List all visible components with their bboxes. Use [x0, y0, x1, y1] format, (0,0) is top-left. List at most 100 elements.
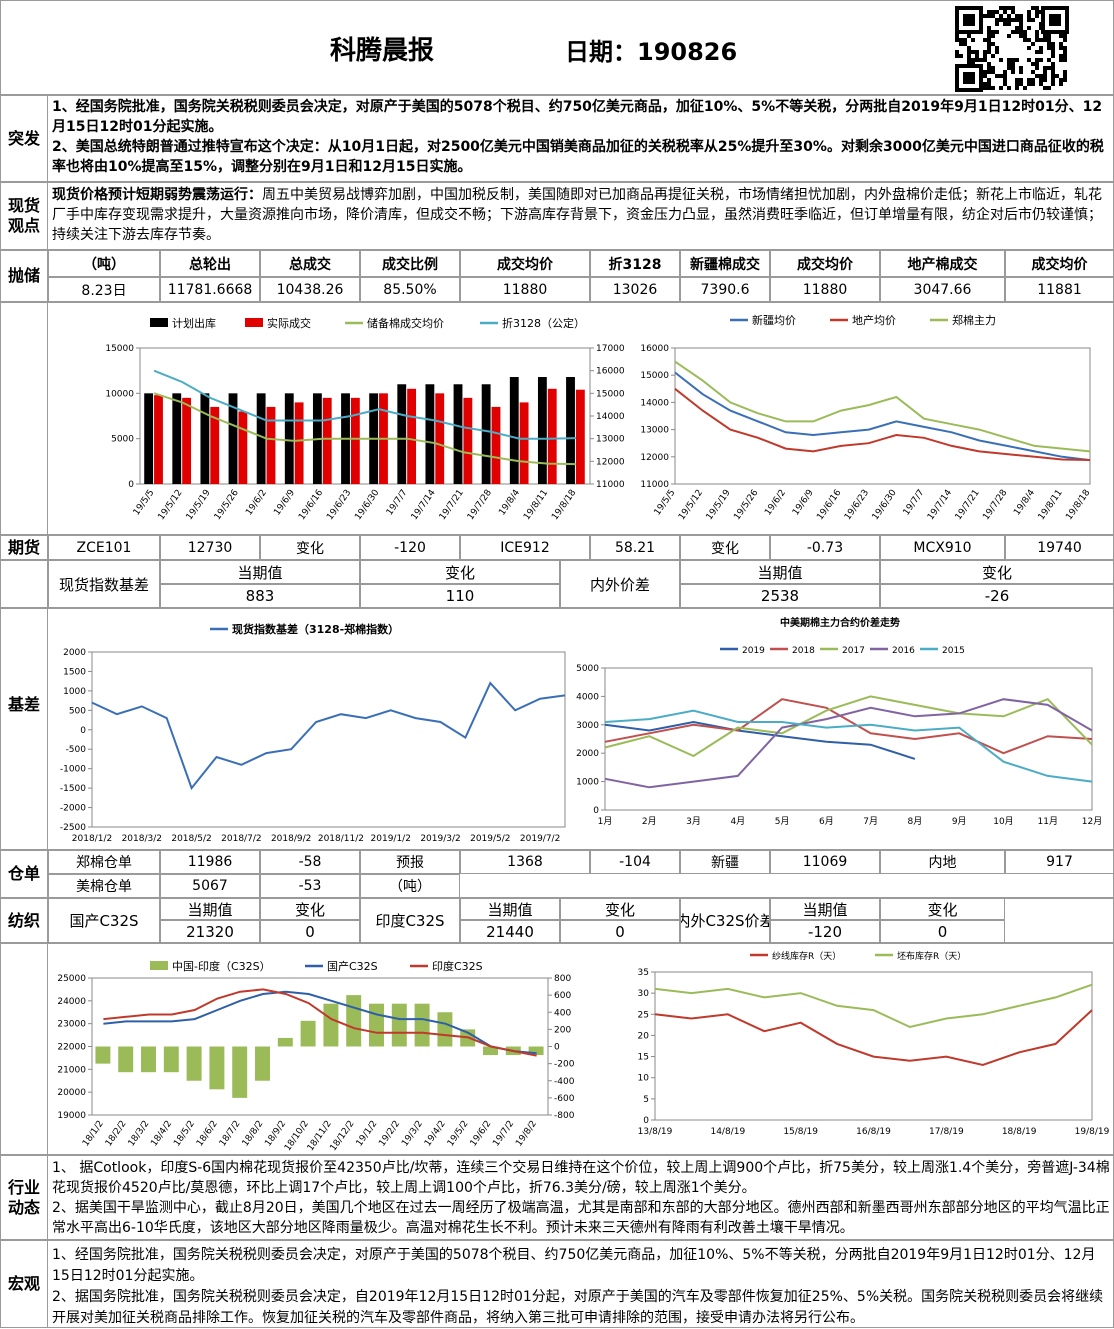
table-cell: 变化 — [360, 560, 560, 584]
qr-module — [987, 26, 991, 30]
bar — [483, 1046, 498, 1056]
x-tick-label: 2019/5/2 — [470, 834, 510, 844]
x-tick-label: 18/1/2 — [81, 1119, 106, 1148]
qr-module — [1051, 62, 1055, 66]
x-tick-label: 19/4/2 — [423, 1119, 448, 1148]
qr-module — [991, 86, 995, 90]
qr-module — [1003, 18, 1007, 22]
qr-module — [987, 34, 991, 38]
x-tick-label: 19/5/19 — [185, 488, 213, 522]
qr-module — [1039, 46, 1043, 50]
qr-module — [975, 58, 979, 62]
bar — [391, 1003, 407, 1047]
y-tick-label: 3000 — [576, 721, 599, 731]
series-line — [91, 681, 566, 791]
qr-module — [1027, 38, 1031, 42]
qr-module — [1015, 78, 1019, 82]
qr-module — [1031, 62, 1035, 66]
legend-label: 2018 — [792, 646, 815, 656]
qr-module — [1019, 78, 1023, 82]
x-tick-label: 19/5/19 — [705, 488, 733, 522]
qr-module — [1027, 58, 1031, 62]
qr-module — [983, 38, 987, 42]
qr-module — [975, 54, 979, 58]
x-tick-label: 19/6/9 — [791, 488, 816, 518]
qr-module — [1035, 74, 1039, 78]
y-tick-label: 5000 — [576, 664, 599, 674]
y-tick-label: 500 — [69, 706, 86, 716]
bar — [95, 1046, 111, 1064]
qr-module — [1019, 82, 1023, 86]
qr-module — [999, 6, 1003, 10]
x-tick-label: 18/6/2 — [195, 1119, 220, 1148]
qr-module — [1047, 86, 1051, 90]
bar — [182, 397, 192, 484]
qr-module — [955, 34, 959, 38]
y-tick-label: 24000 — [57, 997, 86, 1007]
legend-swatch — [245, 318, 263, 327]
qr-module — [1051, 74, 1055, 78]
qr-module — [1035, 14, 1039, 18]
bar — [266, 406, 276, 484]
plot-frame — [91, 977, 549, 1116]
qr-module — [1047, 66, 1051, 70]
qr-module — [1003, 78, 1007, 82]
qr-module — [1043, 86, 1047, 90]
qr-module — [1019, 66, 1023, 70]
qr-module — [1007, 22, 1011, 26]
qr-module — [1039, 82, 1043, 86]
x-tick-label: 7月 — [863, 816, 878, 827]
series-line — [604, 709, 1093, 783]
qr-module — [1063, 58, 1067, 62]
qr-module — [1035, 58, 1039, 62]
legend-swatch — [150, 961, 168, 970]
qr-module — [963, 38, 967, 42]
bar — [425, 384, 435, 484]
y-tick-label: 5 — [643, 1095, 649, 1105]
qr-module — [1051, 46, 1055, 50]
y-tick-label: 30 — [638, 989, 650, 999]
x-tick-label: 19/7/7 — [902, 488, 927, 517]
bar — [575, 389, 585, 484]
x-tick-label: 19/7/14 — [410, 488, 438, 522]
qr-module — [983, 14, 987, 18]
x-tick-label: 2019/3/2 — [420, 834, 460, 844]
bar — [322, 397, 332, 484]
x-tick-label: 19/6/16 — [297, 488, 325, 522]
x-tick-label: 19/1/2 — [355, 1119, 380, 1148]
x-tick-label: 2018/1/2 — [72, 834, 112, 844]
qr-module — [1059, 58, 1063, 62]
x-tick-label: 19/7/7 — [385, 488, 410, 517]
qr-module — [955, 54, 959, 58]
legend-label: 2015 — [942, 646, 965, 656]
qr-module — [1019, 22, 1023, 26]
x-tick-label: 19/8/4 — [497, 488, 522, 518]
series-line — [654, 1009, 1093, 1067]
x-tick-label: 19/5/26 — [213, 488, 241, 522]
qr-module — [991, 54, 995, 58]
x-tick-label: 15/8/19 — [783, 1127, 818, 1137]
y2-tick-label: 200 — [554, 1025, 571, 1035]
series-line — [103, 990, 537, 1055]
bar — [172, 393, 182, 484]
legend-label: 地产均价 — [852, 313, 896, 327]
x-tick-label: 5月 — [775, 816, 790, 827]
qr-module — [1059, 82, 1063, 86]
x-tick-label: 19/7/21 — [954, 488, 982, 522]
x-tick-label: 19/2/2 — [377, 1119, 402, 1148]
qr-module — [1035, 30, 1039, 34]
bar — [414, 1003, 430, 1047]
qr-module — [1031, 18, 1035, 22]
series-line — [153, 392, 576, 466]
plot-frame — [604, 667, 1093, 811]
x-tick-label: 19/8/2 — [514, 1119, 539, 1148]
x-tick-label: 18/8/19 — [1002, 1127, 1037, 1137]
bar — [491, 406, 501, 484]
qr-module — [1019, 26, 1023, 30]
qr-module — [1007, 34, 1011, 38]
y-tick-label: 0 — [593, 806, 599, 816]
y-tick-label: 15000 — [640, 371, 669, 381]
report-title: 科腾晨报 — [330, 36, 435, 66]
qr-module — [1027, 26, 1031, 30]
